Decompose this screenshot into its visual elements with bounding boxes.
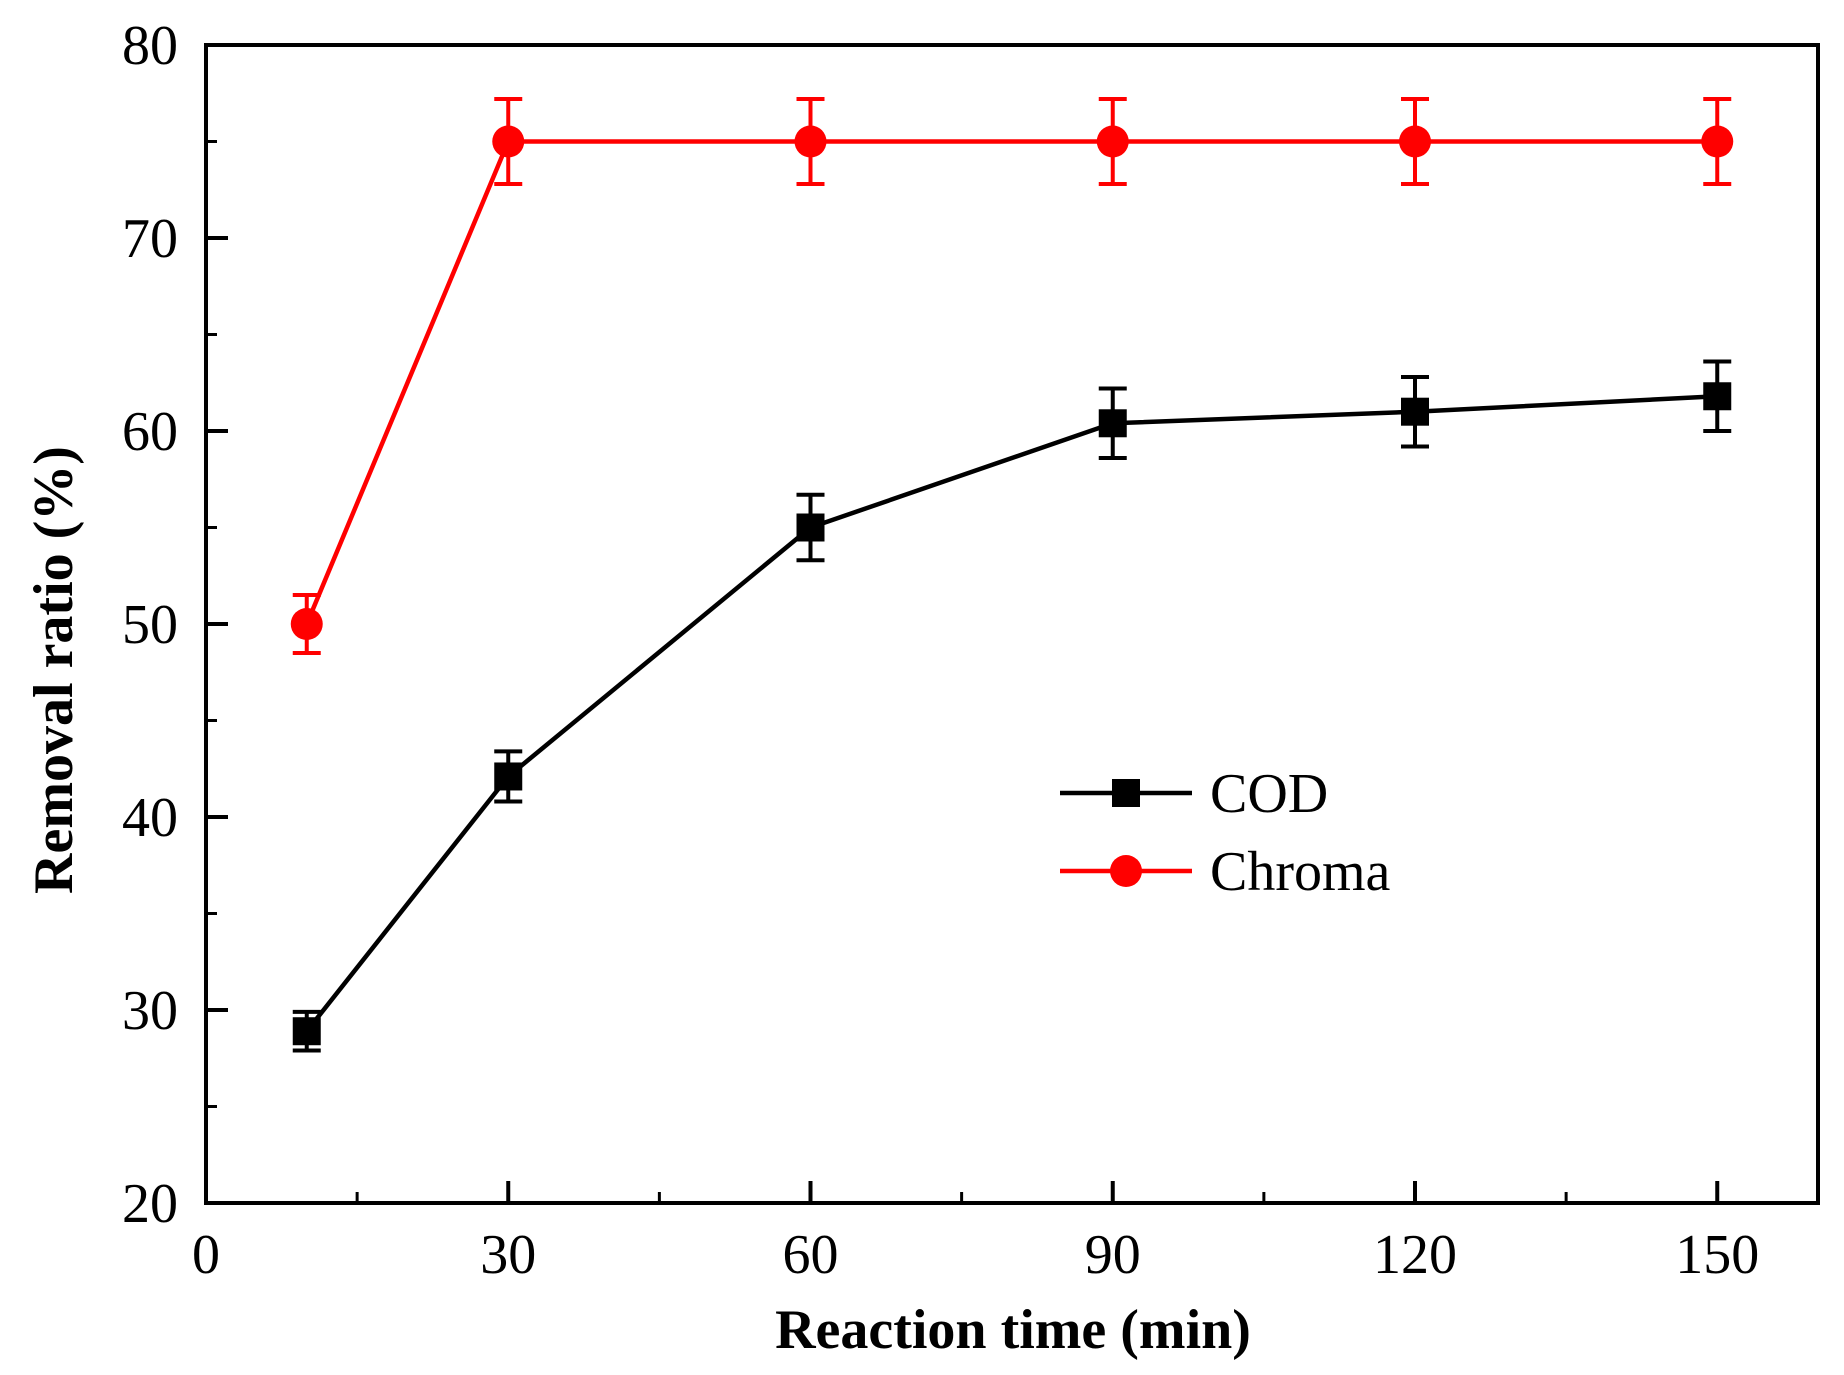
series-chroma: [290, 97, 1734, 655]
x-tick-label: 30: [480, 1224, 536, 1286]
y-tick-label: 50: [122, 594, 178, 656]
legend-marker-circle: [1110, 855, 1142, 887]
data-point-chroma: [290, 608, 323, 640]
series-line-cod: [304, 394, 1718, 1033]
data-point-cod: [796, 513, 825, 542]
y-tick-label: 40: [122, 787, 178, 849]
data-point-cod: [1401, 397, 1429, 426]
data-point-chroma: [1701, 125, 1734, 158]
x-tick-label: 150: [1675, 1224, 1759, 1286]
x-axis-title: Reaction time (min): [775, 1299, 1251, 1361]
y-axis-title: Removal ratio (%): [23, 446, 85, 894]
data-point-chroma: [1399, 125, 1431, 158]
x-tick-label: 90: [1085, 1224, 1141, 1286]
y-tick-label: 60: [122, 401, 178, 463]
data-point-chroma: [794, 125, 827, 158]
data-point-cod: [1703, 382, 1732, 411]
y-tick-label: 30: [122, 980, 178, 1042]
plot-frame: [204, 43, 1820, 1205]
y-tick-label: 20: [122, 1173, 178, 1235]
series-cod: [292, 359, 1732, 1053]
data-point-cod: [292, 1017, 321, 1046]
x-tick-label: 60: [783, 1224, 839, 1286]
data-point-cod: [1098, 409, 1127, 438]
x-tick-label: 120: [1373, 1224, 1457, 1286]
legend-label: COD: [1210, 763, 1328, 825]
x-tick-label: 0: [192, 1224, 220, 1286]
y-tick-label: 70: [122, 208, 178, 270]
legend-item-cod: COD: [1060, 763, 1328, 825]
legend-label: Chroma: [1210, 841, 1391, 903]
data-point-cod: [494, 762, 523, 791]
data-point-chroma: [492, 125, 525, 158]
legend-marker-square: [1112, 779, 1140, 807]
legend-item-chroma: Chroma: [1060, 841, 1391, 903]
y-tick-label: 80: [122, 15, 178, 77]
series-line-chroma: [304, 139, 1718, 625]
data-point-chroma: [1096, 125, 1129, 158]
